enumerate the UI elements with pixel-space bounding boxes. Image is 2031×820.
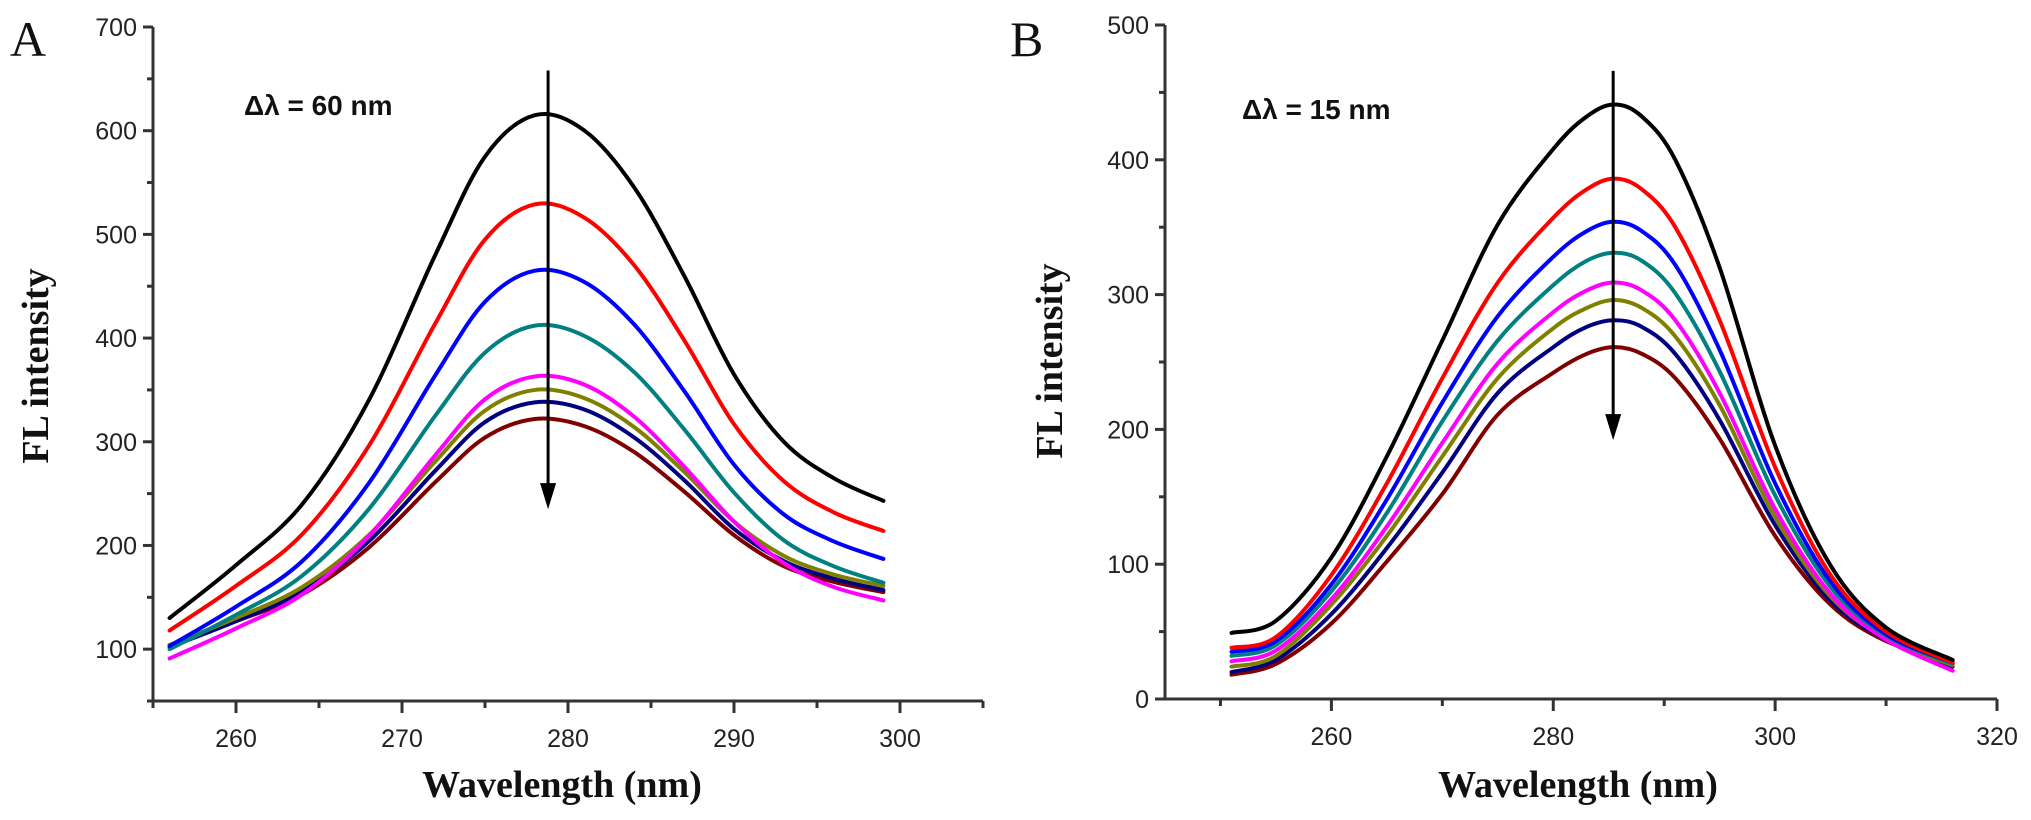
y-axis-title-b: FL intensity <box>1029 263 1071 458</box>
annotation-delta-lambda-b: Δλ = 15 nm <box>1242 94 1391 125</box>
y-axis-title-a: FL intensity <box>15 268 57 463</box>
y-tick-label-a: 200 <box>95 532 137 560</box>
series-line-a-1 <box>167 112 886 621</box>
x-axis-title-a: Wavelength (nm) <box>422 764 702 806</box>
x-tick-label-b: 260 <box>1311 723 1353 751</box>
series-line-a-5 <box>167 373 886 661</box>
x-tick-label-b: 320 <box>1976 723 2018 751</box>
y-tick-label-a: 100 <box>95 636 137 664</box>
series-line-b-4 <box>1229 250 1955 666</box>
x-tick-label-a: 300 <box>879 725 921 753</box>
y-tick-label-a: 400 <box>95 325 137 353</box>
y-tick-label-a: 300 <box>95 429 137 457</box>
x-tick-label-a: 260 <box>215 725 257 753</box>
arrow-head-icon-b <box>1605 414 1622 441</box>
y-tick-label-a: 500 <box>95 221 137 249</box>
series-line-a-3 <box>167 267 886 649</box>
panel-b: B Δλ = 15 nm FL intensity Wavelength (nm… <box>1010 11 2018 806</box>
series-line-b-2 <box>1229 176 1955 665</box>
series-line-b-3 <box>1229 219 1955 665</box>
series-line-b-1 <box>1229 102 1955 662</box>
arrow-head-icon-a <box>540 483 557 510</box>
y-tick-label-b: 300 <box>1107 282 1149 310</box>
panel-letter-b: B <box>1010 11 1043 67</box>
series-line-a-4 <box>167 322 886 652</box>
series-line-b-8 <box>1229 345 1955 677</box>
x-tick-label-a: 270 <box>381 725 423 753</box>
y-tick-label-b: 0 <box>1135 686 1149 714</box>
series-line-b-5 <box>1229 280 1955 673</box>
panel-a: A Δλ = 60 nm FL intensity Wavelength (nm… <box>10 11 985 806</box>
series-line-b-6 <box>1229 297 1955 669</box>
y-tick-label-a: 700 <box>95 14 137 42</box>
y-tick-label-b: 500 <box>1107 12 1149 40</box>
y-tick-label-b: 200 <box>1107 416 1149 444</box>
x-tick-label-a: 280 <box>547 725 589 753</box>
series-line-a-2 <box>167 201 886 633</box>
y-tick-label-b: 100 <box>1107 551 1149 579</box>
x-tick-label-b: 300 <box>1754 723 1796 751</box>
x-tick-label-a: 290 <box>713 725 755 753</box>
y-tick-label-b: 400 <box>1107 147 1149 175</box>
series-line-b-7 <box>1229 318 1955 675</box>
panel-letter-a: A <box>10 11 46 67</box>
x-axis-title-b: Wavelength (nm) <box>1438 764 1718 806</box>
x-tick-label-b: 280 <box>1532 723 1574 751</box>
y-tick-label-a: 600 <box>95 118 137 146</box>
series-line-a-6 <box>167 387 886 648</box>
annotation-delta-lambda-a: Δλ = 60 nm <box>244 90 393 121</box>
